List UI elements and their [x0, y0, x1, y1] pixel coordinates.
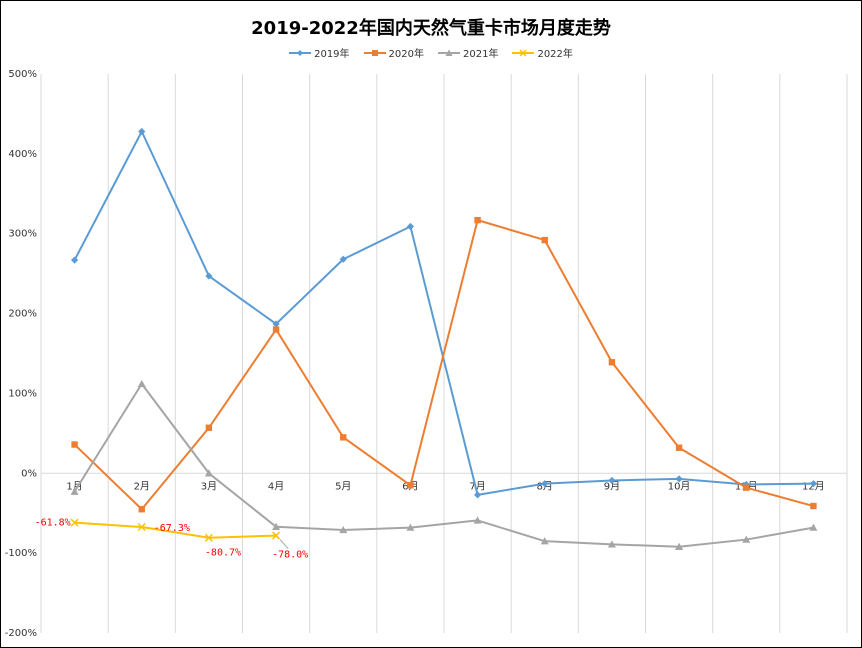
point-2020	[272, 326, 280, 333]
point-2020	[474, 216, 481, 224]
point-2022	[70, 518, 79, 527]
legend-item-2019: 2019年	[289, 45, 350, 60]
y-tick-label: 500%	[8, 69, 37, 80]
point-2020	[71, 441, 78, 448]
point-2021	[607, 540, 616, 548]
point-2020	[608, 359, 616, 366]
point-2021	[137, 379, 146, 388]
point-2021	[473, 516, 482, 524]
x-tick-label: 5月	[335, 480, 351, 492]
legend-item-2021: 2021年	[438, 45, 498, 60]
y-tick-label: 400%	[8, 149, 37, 160]
data-label: -61.8%	[35, 518, 71, 529]
point-2019	[809, 480, 818, 488]
x-tick-label: 7月	[469, 480, 485, 492]
point-2019	[272, 320, 280, 328]
y-tick-label: -100%	[5, 548, 37, 559]
point-2021	[540, 537, 549, 545]
y-tick-label: 0%	[21, 468, 37, 479]
legend-label: 2020年	[388, 49, 424, 60]
data-label: -78.0%	[272, 550, 308, 561]
legend-swatch-2019	[289, 49, 312, 56]
data-label: -67.3%	[154, 523, 190, 534]
data-label-leader	[279, 539, 289, 549]
point-2019	[406, 222, 415, 231]
legend: 2019年 2020年 2021年 2022年	[0, 45, 862, 60]
point-2019	[675, 475, 683, 483]
x-tick-label: 2月	[134, 480, 150, 492]
data-label: -80.7%	[205, 548, 241, 559]
point-2021	[70, 487, 79, 495]
point-2022	[137, 522, 146, 532]
point-2020	[810, 502, 817, 510]
legend-label: 2021年	[463, 49, 499, 60]
point-2020	[541, 236, 548, 244]
legend-swatch-2020	[363, 49, 386, 56]
point-2019	[205, 272, 213, 280]
point-2019	[473, 491, 482, 499]
x-tick-label: 10月	[668, 480, 691, 492]
point-2021	[272, 522, 281, 530]
series-line-2020	[73, 219, 814, 511]
y-tick-label: 200%	[8, 309, 37, 320]
point-2020	[675, 444, 683, 451]
point-2019	[541, 480, 549, 488]
point-2019	[608, 476, 616, 485]
point-2020	[138, 506, 145, 513]
point-2021	[339, 525, 348, 534]
point-2021	[406, 523, 415, 531]
legend-item-2020: 2020年	[363, 45, 424, 60]
legend-swatch-2022	[512, 48, 535, 57]
series-line-2019	[73, 130, 814, 496]
y-tick-label: 300%	[8, 229, 37, 240]
legend-swatch-2021	[438, 49, 460, 56]
chart-title: 2019-2022年国内天然气重卡市场月度走势	[251, 18, 611, 39]
x-tick-label: 4月	[268, 480, 284, 492]
point-2020	[205, 424, 213, 431]
point-2022	[272, 531, 281, 540]
legend-label: 2022年	[537, 49, 573, 60]
legend-label: 2019年	[314, 49, 350, 60]
point-2022	[204, 533, 213, 542]
point-2019	[70, 256, 79, 264]
legend-item-2022: 2022年	[512, 45, 573, 60]
series-line-2021	[73, 382, 814, 548]
point-2020	[340, 434, 347, 441]
y-tick-label: -200%	[5, 628, 37, 639]
point-2020	[407, 482, 414, 489]
point-2021	[742, 535, 751, 543]
point-2019	[339, 255, 347, 263]
point-2021	[809, 523, 818, 531]
point-2020	[743, 484, 750, 491]
point-2021	[204, 469, 213, 477]
series-line-2022	[74, 521, 277, 539]
y-tick-label: 100%	[8, 388, 37, 399]
point-2019	[138, 127, 146, 136]
x-tick-label: 9月	[604, 480, 620, 492]
x-tick-label: 3月	[201, 480, 217, 492]
point-2021	[675, 542, 684, 550]
